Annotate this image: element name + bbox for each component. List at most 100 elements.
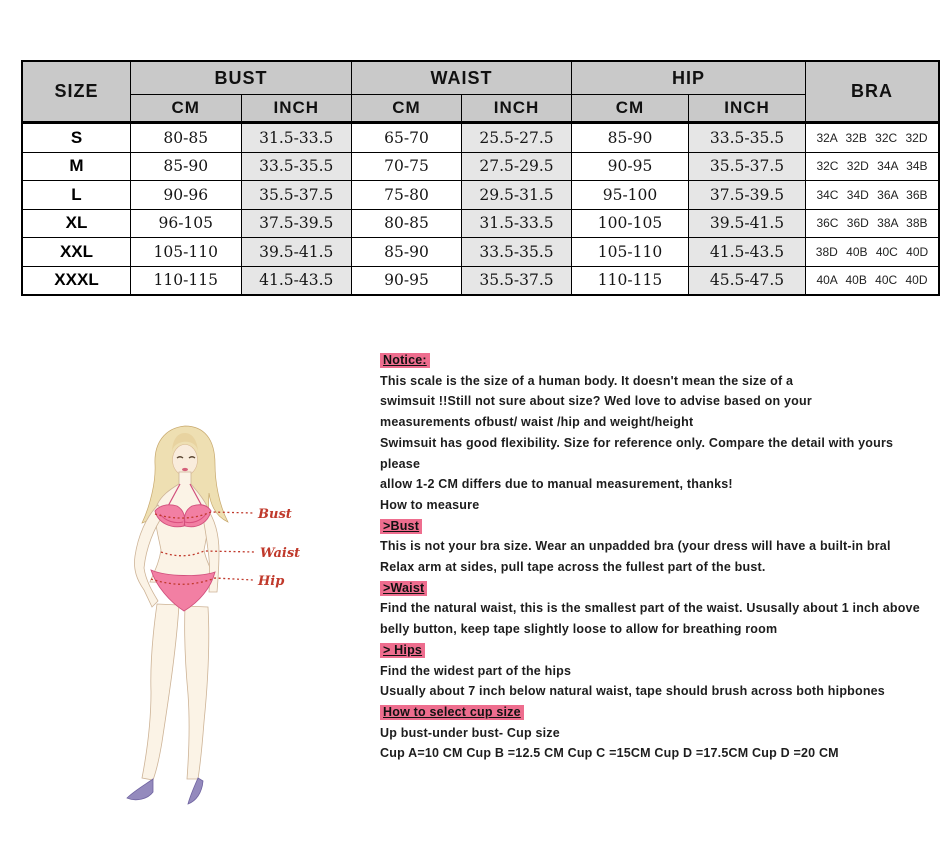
figure-lips (182, 467, 188, 472)
hip-inch-cell: 41.5-43.5 (688, 237, 806, 267)
bust-cm-cell: 85-90 (130, 151, 242, 181)
figure-right-shoe (187, 777, 204, 805)
waist-cm-cell: 90-95 (351, 265, 462, 296)
size-table-row: L 90-96 35.5-37.5 75-80 29.5-31.5 95-100… (21, 180, 940, 210)
size-cell: XL (21, 208, 131, 238)
hip-inch-cell: 33.5-35.5 (688, 122, 806, 153)
col-header-bra: BRA (805, 60, 940, 123)
size-cell: S (21, 122, 131, 153)
col-header-hip: HIP (571, 60, 806, 95)
size-table-row: XXXL 110-115 41.5-43.5 90-95 35.5-37.5 1… (21, 265, 940, 296)
figure-right-leg (184, 605, 210, 780)
figure-left-arm (200, 506, 220, 593)
figure-left-shoe (126, 778, 154, 801)
waist-cm-cell: 65-70 (351, 122, 462, 153)
bust-cm-cell: 80-85 (130, 122, 242, 153)
waist-measure-line (160, 550, 256, 557)
bust-inch-cell: 39.5-41.5 (240, 237, 352, 267)
subheader-hip-inch: INCH (688, 94, 806, 123)
figure-left-leg (141, 603, 180, 781)
bust-measure-line (154, 511, 254, 519)
notice-text-line: swimsuit !!Still not sure about size? We… (380, 394, 812, 409)
bust-inch-cell: 35.5-37.5 (240, 180, 352, 210)
size-cell: L (21, 180, 131, 210)
waist-inch-cell: 27.5-29.5 (461, 151, 572, 181)
hips-section-label: > Hips (380, 642, 426, 658)
figure-fringe (172, 433, 198, 453)
col-header-size: SIZE (21, 60, 131, 123)
size-cell: M (21, 151, 131, 181)
figure-bikini-bottom (150, 569, 216, 612)
subheader-waist-inch: INCH (461, 94, 572, 123)
hip-cm-cell: 90-95 (571, 151, 689, 181)
hip-measure-line (150, 577, 254, 585)
size-table-body: S 80-85 31.5-33.5 65-70 25.5-27.5 85-90 … (21, 122, 940, 296)
hip-inch-cell: 45.5-47.5 (688, 265, 806, 296)
waist-instruction-line: Find the natural waist, this is the smal… (380, 601, 920, 616)
figure-right-arm (134, 504, 165, 608)
figure-bikini-top-strap (166, 483, 204, 509)
waist-inch-cell: 25.5-27.5 (461, 122, 572, 153)
waist-cm-cell: 85-90 (351, 237, 462, 267)
notice-text-line: measurements ofbust/ waist /hip and weig… (380, 415, 694, 430)
bra-cell: 32A 32B 32C 32D (805, 122, 940, 153)
hip-cm-cell: 95-100 (571, 180, 689, 210)
bust-inch-cell: 41.5-43.5 (240, 265, 352, 296)
how-to-measure-heading: How to measure (380, 497, 480, 512)
bust-cm-cell: 90-96 (130, 180, 242, 210)
flexibility-note-line: Swimsuit has good flexibility. Size for … (380, 435, 894, 471)
notice-text-line: This scale is the size of a human body. … (380, 373, 794, 388)
cup-size-line: Cup A=10 CM Cup B =12.5 CM Cup C =15CM C… (380, 746, 839, 761)
cup-size-line: Up bust-under bust- Cup size (380, 725, 560, 740)
hips-instruction-line: Find the widest part of the hips (380, 663, 572, 678)
waist-instruction-line: belly button, keep tape slightly loose t… (380, 622, 778, 637)
size-table-header: SIZE BUST WAIST HIP BRA CM INCH CM INCH … (21, 60, 940, 123)
hip-label: Hip (257, 574, 284, 589)
flexibility-note-line: allow 1-2 CM differs due to manual measu… (380, 477, 733, 492)
subheader-waist-cm: CM (351, 94, 462, 123)
waist-cm-cell: 75-80 (351, 180, 462, 210)
size-table-row: M 85-90 33.5-35.5 70-75 27.5-29.5 90-95 … (21, 151, 940, 181)
bra-cell: 32C 32D 34A 34B (805, 151, 940, 181)
figure-eyes (176, 456, 196, 459)
hip-cm-cell: 110-115 (571, 265, 689, 296)
bra-cell: 40A 40B 40C 40D (805, 265, 940, 296)
subheader-bust-inch: INCH (240, 94, 352, 123)
bust-inch-cell: 33.5-35.5 (240, 151, 352, 181)
hip-inch-cell: 35.5-37.5 (688, 151, 806, 181)
size-table-row: S 80-85 31.5-33.5 65-70 25.5-27.5 85-90 … (21, 122, 940, 153)
hip-cm-cell: 85-90 (571, 122, 689, 153)
bust-instruction-line: Relax arm at sides, pull tape across the… (380, 560, 766, 575)
col-header-bust: BUST (130, 60, 352, 95)
waist-label: Waist (260, 546, 300, 561)
hip-inch-cell: 39.5-41.5 (688, 208, 806, 238)
size-cell: XXL (21, 237, 131, 267)
bra-cell: 38D 40B 40C 40D (805, 237, 940, 267)
measurement-figure-illustration: Bust Waist Hip (126, 425, 300, 805)
waist-section-label: >Waist (380, 580, 428, 596)
bust-inch-cell: 31.5-33.5 (240, 122, 352, 153)
hip-cm-cell: 105-110 (571, 237, 689, 267)
hips-instruction-line: Usually about 7 inch below natural waist… (380, 684, 885, 699)
bust-inch-cell: 37.5-39.5 (240, 208, 352, 238)
waist-inch-cell: 33.5-35.5 (461, 237, 572, 267)
size-table-row: XXL 105-110 39.5-41.5 85-90 33.5-35.5 10… (21, 237, 940, 267)
hip-cm-cell: 100-105 (571, 208, 689, 238)
bra-cell: 36C 36D 38A 38B (805, 208, 940, 238)
size-table: SIZE BUST WAIST HIP BRA CM INCH CM INCH … (21, 60, 940, 296)
col-header-waist: WAIST (351, 60, 572, 95)
bust-cm-cell: 105-110 (130, 237, 242, 267)
waist-cm-cell: 80-85 (351, 208, 462, 238)
waist-inch-cell: 29.5-31.5 (461, 180, 572, 210)
bust-cm-cell: 96-105 (130, 208, 242, 238)
waist-inch-cell: 35.5-37.5 (461, 265, 572, 296)
waist-inch-cell: 31.5-33.5 (461, 208, 572, 238)
size-table-row: XL 96-105 37.5-39.5 80-85 31.5-33.5 100-… (21, 208, 940, 238)
cup-size-heading: How to select cup size (380, 704, 524, 720)
subheader-bust-cm: CM (130, 94, 242, 123)
bust-cm-cell: 110-115 (130, 265, 242, 296)
waist-cm-cell: 70-75 (351, 151, 462, 181)
bra-cell: 34C 34D 36A 36B (805, 180, 940, 210)
hip-inch-cell: 37.5-39.5 (688, 180, 806, 210)
size-cell: XXXL (21, 265, 131, 296)
